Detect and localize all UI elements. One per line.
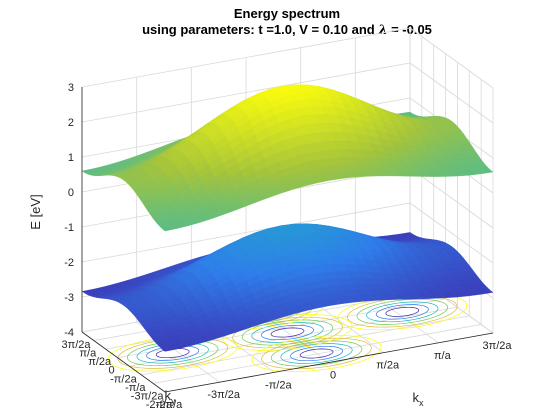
grid-line: [153, 324, 482, 384]
y-tick-labels: 3π/2aπ/aπ/2a0-π/2a-π/a-3π/2a-2π/a: [62, 339, 174, 411]
y-tick-label: 0: [109, 365, 115, 377]
y-axis-line: [81, 331, 166, 393]
z-tick-labels: -4 -3 -2 -1 0 1 2 3: [64, 82, 74, 339]
chart-title: Energy spectrum: [234, 6, 340, 21]
x-axis-label: kx: [413, 390, 425, 408]
z-tick-label: 2: [68, 117, 74, 129]
z-tick-label: 3: [68, 82, 74, 94]
surface-patch: [477, 289, 494, 295]
y-tick-label: -3π/2a: [131, 390, 165, 402]
contour-line: [385, 306, 420, 317]
plot-area: -4-3-2-101233π/2aπ/aπ/2a0-π/2a-π/a-3π/2a…: [62, 27, 513, 411]
surface-patch: [477, 169, 494, 175]
upper-band-surface: [81, 84, 494, 232]
contour-line: [251, 335, 382, 372]
y-axis-label: ky: [165, 388, 177, 406]
y-tick-label: 3π/2a: [62, 339, 92, 351]
grid-line: [409, 202, 494, 264]
z-tick-label: -2: [64, 257, 74, 269]
x-tick-label: -2π/a: [156, 399, 183, 411]
grid-line: [129, 306, 458, 367]
z-tick-label: 0: [68, 187, 74, 199]
x-tick-label: π/a: [434, 350, 452, 362]
contour-line: [261, 337, 372, 370]
contour-line: [251, 322, 324, 343]
y-tick-label: π/2a: [88, 356, 112, 368]
x-tick-label: 3π/2a: [483, 340, 513, 352]
grid-line: [141, 315, 470, 376]
contour-line: [241, 319, 334, 346]
z-tick-label: -4: [64, 327, 74, 339]
subtitle-prefix: using parameters: t =1.0, V = 0.10 and: [142, 22, 378, 37]
contour-line: [299, 348, 334, 359]
x-tick-label: -3π/2a: [207, 389, 241, 401]
y-tick-label: π/a: [79, 348, 97, 360]
subtitle-lambda-symbol: λ: [377, 23, 387, 38]
contour-line: [375, 304, 429, 320]
x-tick-label: -π/2a: [265, 379, 292, 391]
contour-line: [270, 340, 363, 367]
z-tick-label: -3: [64, 292, 74, 304]
y-tick-label: -2π/a: [146, 399, 173, 411]
x-tick-label: π/2a: [376, 360, 400, 372]
grid-line: [409, 27, 494, 89]
grid-line: [409, 62, 494, 124]
contour-line: [356, 298, 449, 325]
contour-line: [261, 324, 314, 341]
chart-subtitle: using parameters: t =1.0, V = 0.10 and λ…: [142, 22, 432, 38]
contour-line: [366, 301, 439, 323]
contour-line: [290, 345, 344, 362]
x-tick-labels: -2π/a -3π/2a -π/2a 0 π/2a π/a 3π/2a: [156, 340, 513, 411]
z-tick-label: 1: [68, 152, 74, 164]
x-axis-line: [164, 332, 494, 393]
grid-line: [409, 167, 494, 229]
x-tick-label: 0: [330, 370, 336, 382]
y-tick-label: -π/2a: [110, 373, 137, 385]
z-tick-label: -1: [64, 222, 74, 234]
z-axis-label: E [eV]: [28, 194, 43, 229]
contour-line: [280, 343, 353, 364]
y-tick-label: -π/a: [125, 382, 146, 394]
contour-line: [270, 327, 305, 338]
lower-band-surface: [81, 223, 494, 352]
